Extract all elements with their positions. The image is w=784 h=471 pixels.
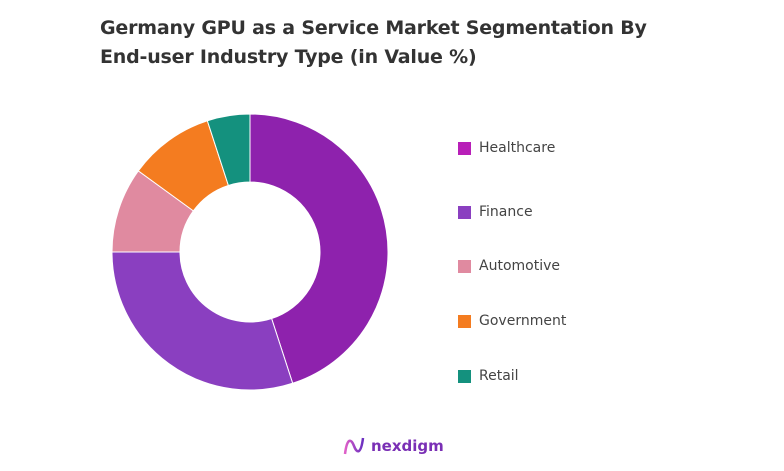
- nexdigm-logo: nexdigm: [343, 436, 444, 456]
- legend-item-healthcare: Healthcare: [458, 140, 555, 156]
- legend-label: Finance: [479, 204, 533, 220]
- legend-item-finance: Finance: [458, 204, 533, 220]
- legend-label: Retail: [479, 368, 519, 384]
- legend-label: Healthcare: [479, 140, 556, 156]
- nexdigm-logo-icon: [343, 437, 365, 455]
- slice-retail: [206, 113, 251, 187]
- slice-healthcare: [249, 113, 389, 384]
- legend-swatch: [458, 369, 471, 383]
- chart-title: Germany GPU as a Service Market Segmenta…: [100, 14, 647, 72]
- logo-text: nexdigm: [371, 437, 444, 455]
- legend-item-government: Government: [458, 313, 566, 329]
- legend-swatch: [458, 314, 471, 328]
- chart-title-line-2: End-user Industry Type (in Value %): [100, 46, 477, 68]
- legend-swatch: [458, 141, 471, 155]
- legend-label: Government: [479, 313, 567, 329]
- legend-item-automotive: Automotive: [458, 258, 560, 274]
- legend-swatch: [458, 205, 471, 219]
- legend-swatch: [458, 259, 471, 273]
- chart-title-line-1: Germany GPU as a Service Market Segmenta…: [100, 17, 647, 39]
- slice-finance: [111, 251, 294, 391]
- legend-item-retail: Retail: [458, 368, 519, 384]
- legend-label: Automotive: [479, 258, 560, 274]
